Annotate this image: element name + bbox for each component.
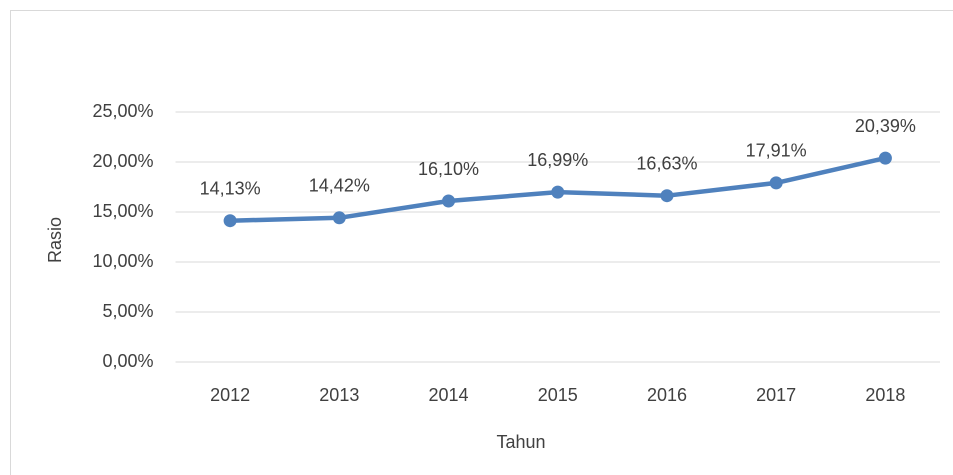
chart-border — [10, 10, 953, 475]
y-tick-label: 15,00% — [92, 201, 153, 221]
data-point — [442, 194, 456, 208]
data-label: 16,63% — [636, 153, 697, 173]
y-tick-label: 20,00% — [92, 151, 153, 171]
data-point — [878, 151, 892, 165]
x-tick-label: 2014 — [429, 385, 469, 405]
x-tick-label: 2016 — [647, 385, 687, 405]
data-point — [551, 185, 565, 199]
x-tick-label: 2013 — [319, 385, 359, 405]
x-tick-label: 2015 — [538, 385, 578, 405]
x-axis-label: Tahun — [496, 432, 545, 452]
data-label: 20,39% — [855, 116, 916, 136]
y-tick-label: 5,00% — [102, 301, 153, 321]
y-tick-label: 25,00% — [92, 101, 153, 121]
x-tick-label: 2018 — [865, 385, 905, 405]
data-point — [660, 189, 674, 203]
data-point — [769, 176, 783, 190]
data-point — [332, 211, 346, 225]
y-tick-label: 0,00% — [102, 351, 153, 371]
data-label: 14,13% — [200, 178, 261, 198]
data-label: 16,99% — [527, 150, 588, 170]
x-tick-label: 2017 — [756, 385, 796, 405]
data-label: 14,42% — [309, 176, 370, 196]
data-point — [223, 214, 237, 228]
data-label: 16,10% — [418, 159, 479, 179]
y-tick-label: 10,00% — [92, 251, 153, 271]
data-label: 17,91% — [746, 141, 807, 161]
x-tick-label: 2012 — [210, 385, 250, 405]
y-axis-label: Rasio — [45, 217, 65, 263]
